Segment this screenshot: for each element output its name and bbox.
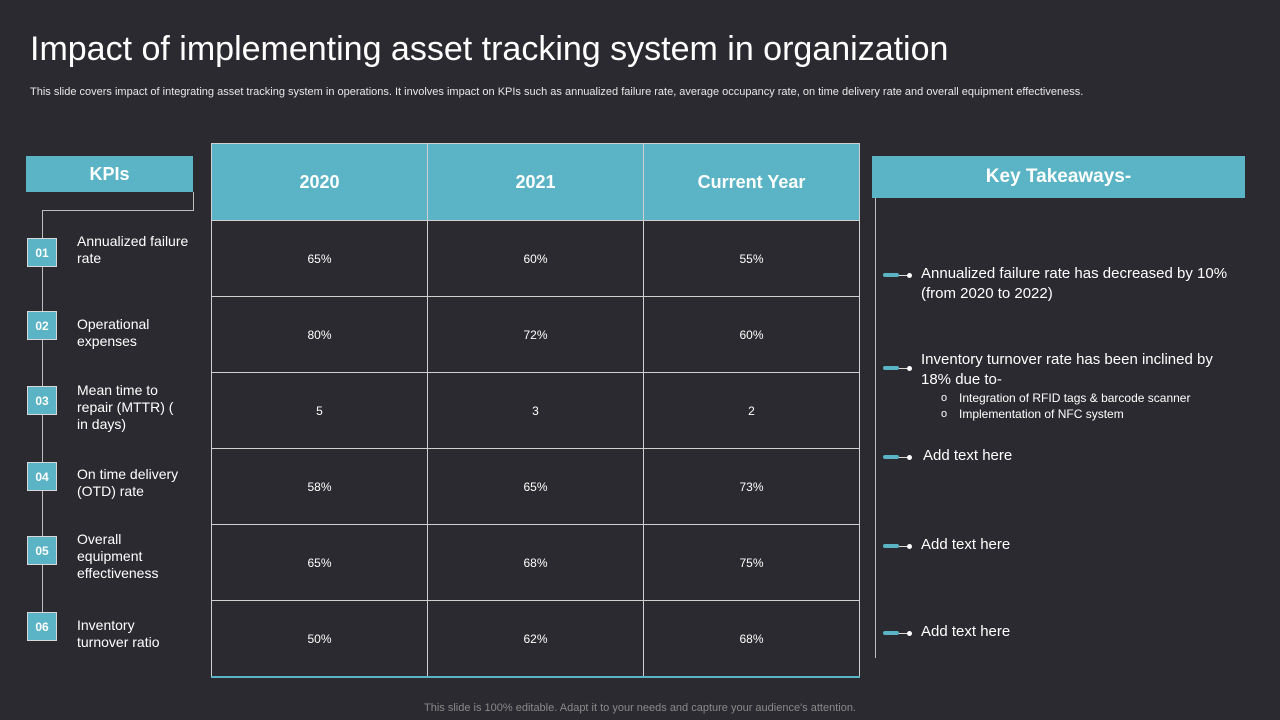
kpis-connector xyxy=(42,192,194,211)
table-cell: 68% xyxy=(427,524,644,601)
takeaway-text: Annualized failure rate has decreased by… xyxy=(921,265,1228,302)
kpi-item: 04 On time delivery (OTD) rate xyxy=(27,462,207,518)
kpi-number-badge: 02 xyxy=(27,311,57,340)
kpi-label: Mean time to repair (MTTR) ( in days) xyxy=(77,382,174,432)
takeaway-text: Add text here xyxy=(923,447,1013,464)
kpi-label: On time delivery (OTD) rate xyxy=(77,466,179,499)
table-cell: 73% xyxy=(643,448,860,525)
kpi-table: 2020 2021 Current Year 65% 60% 55% 80% 7… xyxy=(211,143,860,678)
bullet-item: Integration of RFID tags & barcode scann… xyxy=(921,390,1241,406)
takeaway-text: Add text here xyxy=(921,536,1011,553)
kpi-label: Operational expenses xyxy=(77,316,150,349)
kpis-timeline xyxy=(42,210,43,636)
table-cell: 65% xyxy=(211,220,428,297)
kpi-item: 03 Mean time to repair (MTTR) ( in days) xyxy=(27,382,207,442)
table-cell: 75% xyxy=(643,524,860,601)
kpi-number-badge: 06 xyxy=(27,612,57,641)
kpi-item: 06 Inventory turnover ratio xyxy=(27,612,207,668)
takeaways-header: Key Takeaways- xyxy=(872,156,1245,198)
connector-icon xyxy=(880,543,914,549)
column-header: 2020 xyxy=(211,143,428,221)
table-cell: 58% xyxy=(211,448,428,525)
page-subtitle: This slide covers impact of integrating … xyxy=(30,86,1084,98)
column-header: 2021 xyxy=(427,143,644,221)
kpi-number-badge: 01 xyxy=(27,238,57,267)
kpi-number-badge: 03 xyxy=(27,386,57,415)
kpi-label: Overall equipment effectiveness xyxy=(77,531,159,581)
table-cell: 60% xyxy=(643,296,860,373)
table-header-row: 2020 2021 Current Year xyxy=(211,143,860,221)
table-cell: 72% xyxy=(427,296,644,373)
kpis-header: KPIs xyxy=(26,156,193,192)
footer-note: This slide is 100% editable. Adapt it to… xyxy=(424,702,856,714)
table-cell: 50% xyxy=(211,600,428,678)
table-cell: 62% xyxy=(427,600,644,678)
table-cell: 65% xyxy=(211,524,428,601)
kpi-item: 05 Overall equipment effectiveness xyxy=(27,531,207,592)
table-cell: 65% xyxy=(427,448,644,525)
table-cell: 55% xyxy=(643,220,860,297)
connector-icon xyxy=(880,454,914,460)
kpi-number-badge: 05 xyxy=(27,536,57,565)
takeaway-bullets: Integration of RFID tags & barcode scann… xyxy=(921,390,1241,422)
table-row: 50% 62% 68% xyxy=(211,600,860,678)
kpi-item: 02 Operational expenses xyxy=(27,310,207,366)
table-row: 80% 72% 60% xyxy=(211,296,860,373)
takeaway-text: Add text here xyxy=(921,623,1011,640)
table-row: 65% 68% 75% xyxy=(211,524,860,601)
connector-icon xyxy=(880,630,914,636)
column-header: Current Year xyxy=(643,143,860,221)
connector-icon xyxy=(880,365,914,371)
table-cell: 80% xyxy=(211,296,428,373)
table-cell: 68% xyxy=(643,600,860,678)
connector-icon xyxy=(880,272,914,278)
takeaway-text-block: Inventory turnover rate has been incline… xyxy=(921,350,1241,422)
table-row: 65% 60% 55% xyxy=(211,220,860,297)
table-cell: 5 xyxy=(211,372,428,449)
kpi-label: Annualized failure rate xyxy=(77,233,189,266)
kpi-number-badge: 04 xyxy=(27,462,57,491)
page-title: Impact of implementing asset tracking sy… xyxy=(30,30,949,68)
table-row: 5 3 2 xyxy=(211,372,860,449)
table-cell: 3 xyxy=(427,372,644,449)
table-cell: 60% xyxy=(427,220,644,297)
takeaways-timeline xyxy=(875,198,876,658)
bullet-item: Implementation of NFC system xyxy=(921,406,1241,422)
kpi-label: Inventory turnover ratio xyxy=(77,617,160,650)
kpi-item: 01 Annualized failure rate xyxy=(27,233,207,290)
table-cell: 2 xyxy=(643,372,860,449)
table-row: 58% 65% 73% xyxy=(211,448,860,525)
takeaway-text: Inventory turnover rate has been incline… xyxy=(921,351,1213,388)
